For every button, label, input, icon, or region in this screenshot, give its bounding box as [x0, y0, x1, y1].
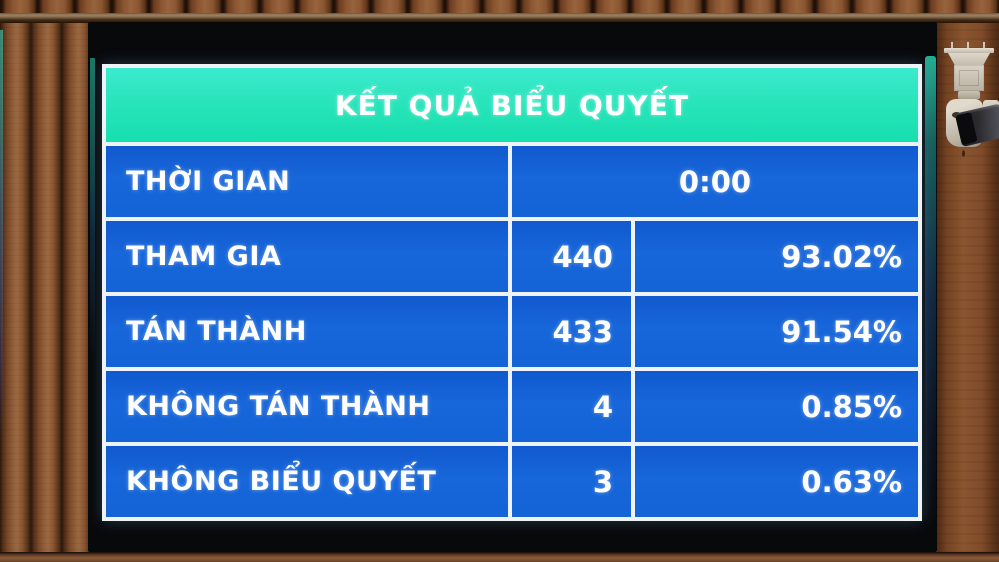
wall-rail [0, 13, 999, 23]
row-count-abstain: 3 [512, 446, 631, 517]
board-header: KẾT QUẢ BIỂU QUYẾT [106, 68, 918, 142]
camera-mount-plate [944, 48, 994, 53]
screen-glow-right [925, 56, 936, 526]
row-value-time: 0:00 [512, 146, 918, 217]
table-row-time: THỜI GIAN 0:00 [106, 146, 918, 217]
row-label-approve: TÁN THÀNH [106, 296, 508, 367]
table-row-abstain: KHÔNG BIỂU QUYẾT 3 0.63% [106, 446, 918, 517]
row-count-approve: 433 [512, 296, 631, 367]
security-camera [941, 42, 999, 158]
camera-bracket-panel [959, 70, 979, 86]
row-label-participated: THAM GIA [106, 221, 508, 292]
row-label-time: THỜI GIAN [106, 146, 508, 217]
row-percent-approve: 91.54% [635, 296, 918, 367]
row-label-disapprove: KHÔNG TÁN THÀNH [106, 371, 508, 442]
wooden-bottom-ledge [0, 552, 999, 562]
row-count-disapprove: 4 [512, 371, 631, 442]
table-row-participated: THAM GIA 440 93.02% [106, 221, 918, 292]
camera-swivel-joint [958, 91, 980, 99]
light-reflection-left-edge [0, 30, 3, 440]
board-title: KẾT QUẢ BIỂU QUYẾT [334, 88, 690, 122]
voting-display-screen: KẾT QUẢ BIỂU QUYẾT THỜI GIAN 0:00 THAM G… [88, 22, 937, 552]
row-label-abstain: KHÔNG BIỂU QUYẾT [106, 446, 508, 517]
row-percent-participated: 93.02% [635, 221, 918, 292]
wooden-wall-upper-slats [0, 0, 999, 13]
camera-mount-pin [983, 42, 985, 49]
camera-bracket-top [948, 53, 990, 65]
row-count-participated: 440 [512, 221, 631, 292]
row-percent-abstain: 0.63% [635, 446, 918, 517]
table-row-disapprove: KHÔNG TÁN THÀNH 4 0.85% [106, 371, 918, 442]
camera-mount-pin [967, 42, 969, 49]
camera-bracket-body [954, 65, 984, 91]
screen-glow-left [90, 58, 95, 358]
wall-stain [962, 150, 965, 157]
voting-results-board: KẾT QUẢ BIỂU QUYẾT THỜI GIAN 0:00 THAM G… [102, 64, 922, 521]
table-row-approve: TÁN THÀNH 433 91.54% [106, 296, 918, 367]
row-percent-disapprove: 0.85% [635, 371, 918, 442]
camera-mount-pin [951, 42, 953, 49]
